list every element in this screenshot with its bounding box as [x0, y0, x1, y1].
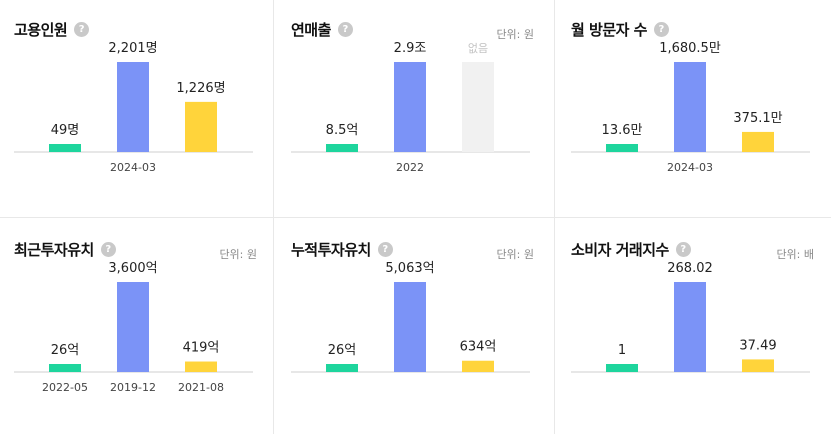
panel-monthly-visitors: 월 방문자 수 ? 13.6만 1,680.5만 2024-03 375.1만 [557, 0, 831, 217]
data-label: 5,063억 [385, 261, 434, 276]
bar [606, 364, 638, 372]
panel-consumer-transaction-index: 소비자 거래지수 ? 단위: 배 1 268.02 37.49 [557, 220, 831, 434]
bar-chart: 26억 5,063억 634억 [291, 261, 530, 373]
help-icon[interactable]: ? [377, 242, 393, 257]
row-divider [0, 217, 831, 218]
data-label: 26억 [328, 343, 357, 358]
help-icon[interactable]: ? [675, 242, 691, 257]
category-label: 2024-03 [667, 161, 713, 174]
bar [185, 101, 217, 152]
bar [462, 360, 494, 372]
bar [742, 131, 774, 152]
data-label: 268.02 [667, 261, 713, 276]
unit-label: 단위: 배 [776, 248, 814, 261]
bar [185, 361, 217, 372]
bar [326, 364, 358, 372]
bar [674, 62, 706, 152]
bar [394, 282, 426, 372]
bar [117, 282, 149, 372]
data-label: 1 [618, 343, 626, 358]
data-label: 1,226명 [176, 81, 225, 96]
bar-chart: 49명 2,201명 2024-03 1,226명 [14, 41, 253, 174]
data-label: 13.6만 [602, 123, 643, 138]
bar-chart: 1 268.02 37.49 [571, 261, 810, 373]
panel-title: 최근투자유치 [14, 241, 94, 259]
category-label: 2022-05 [42, 381, 88, 394]
panel-title: 월 방문자 수 [571, 21, 647, 39]
data-label: 419억 [183, 341, 220, 356]
category-label: 2024-03 [110, 161, 156, 174]
bar-chart: 8.5억 2.9조 2022 없음 [291, 41, 530, 174]
bar-chart: 13.6만 1,680.5만 2024-03 375.1만 [571, 41, 810, 174]
bar [49, 144, 81, 152]
panel-employees: 고용인원 ? 49명 2,201명 2024-03 1,226명 [0, 0, 277, 217]
help-icon[interactable]: ? [74, 22, 90, 37]
category-label: 2022 [396, 161, 424, 174]
panel-revenue: 연매출 ? 단위: 원 8.5억 2.9조 2022 없음 [277, 0, 554, 217]
data-label: 2.9조 [394, 41, 427, 56]
panel-title: 누적투자유치 [291, 241, 371, 259]
bar [606, 144, 638, 152]
data-label: 1,680.5만 [659, 41, 721, 56]
data-label: 2,201명 [108, 41, 157, 56]
data-label: 634억 [460, 340, 497, 355]
help-icon[interactable]: ? [653, 22, 669, 37]
bar [742, 359, 774, 372]
panel-title: 연매출 [291, 21, 331, 39]
bar [49, 364, 81, 372]
bar [462, 62, 494, 152]
bar-chart: 26억 2022-05 3,600억 2019-12 419억 2021-08 [14, 261, 253, 394]
unit-label: 단위: 원 [496, 28, 534, 41]
data-label: 37.49 [739, 338, 776, 353]
help-icon[interactable]: ? [337, 22, 353, 37]
panel-title: 고용인원 [14, 21, 68, 39]
data-label: 49명 [51, 123, 80, 138]
panel-cumulative-investment: 누적투자유치 ? 단위: 원 26억 5,063억 634억 [277, 220, 554, 434]
data-label: 26억 [51, 343, 80, 358]
data-label: 8.5억 [326, 123, 359, 138]
data-label: 375.1만 [733, 111, 782, 126]
bar [326, 144, 358, 152]
data-label: 3,600억 [108, 261, 157, 276]
help-icon[interactable]: ? [100, 242, 116, 257]
unit-label: 단위: 원 [496, 248, 534, 261]
bar [674, 282, 706, 372]
bar [394, 62, 426, 152]
panel-recent-investment: 최근투자유치 ? 단위: 원 26억 2022-05 3,600억 2019-12 41… [0, 220, 277, 434]
data-label: 없음 [468, 42, 488, 55]
unit-label: 단위: 원 [219, 248, 257, 261]
category-label: 2019-12 [110, 381, 156, 394]
panel-title: 소비자 거래지수 [571, 241, 669, 259]
category-label: 2021-08 [178, 381, 224, 394]
bar [117, 62, 149, 152]
